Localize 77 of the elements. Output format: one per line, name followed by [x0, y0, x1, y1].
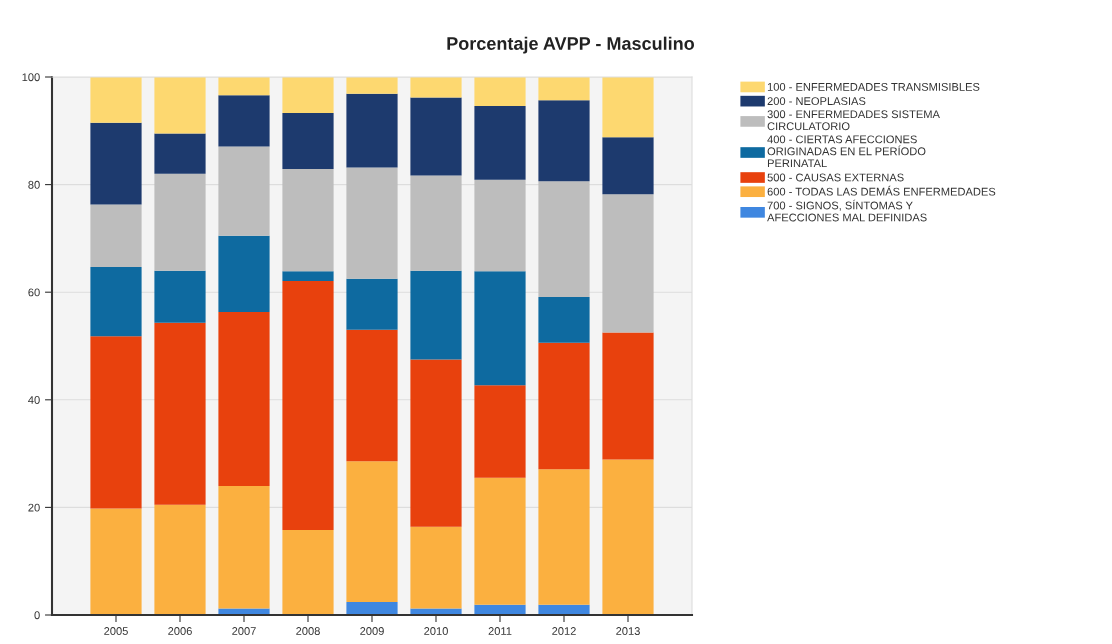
- bar: [410, 359, 462, 527]
- bar: [602, 332, 654, 460]
- bar: [282, 113, 334, 169]
- bar: [474, 106, 526, 180]
- x-tick-label: 2010: [424, 627, 448, 635]
- bar: [346, 278, 398, 330]
- bar: [602, 77, 654, 138]
- bar: [218, 146, 270, 236]
- legend-label: 400 - CIERTAS AFECCIONES ORIGINADAS EN EL PERÍODO PERINATAL: [767, 135, 926, 168]
- x-tick-label: 2008: [296, 627, 320, 635]
- bar: [410, 526, 462, 609]
- bar: [90, 77, 142, 123]
- bar: [474, 77, 526, 107]
- bar: [218, 485, 270, 609]
- bar: [538, 77, 590, 101]
- bar: [154, 77, 206, 134]
- bar: [410, 175, 462, 271]
- bar: [410, 270, 462, 360]
- bar: [538, 100, 590, 182]
- x-tick-label: 2005: [104, 627, 128, 635]
- bar: [346, 167, 398, 279]
- bar: [218, 235, 270, 313]
- legend-label: 300 - ENFERMEDADES SISTEMA CIRCULATORIO: [767, 110, 940, 131]
- y-tick-label: 80: [28, 180, 40, 189]
- bar: [90, 508, 142, 615]
- legend-label: 700 - SIGNOS, SÍNTOMAS Y AFECCIONES MAL DEFINIDAS: [767, 199, 927, 222]
- legend-label: 500 - CAUSAS EXTERNAS: [767, 173, 904, 182]
- x-tick-label: 2011: [488, 627, 512, 635]
- bar: [538, 297, 590, 343]
- bar: [410, 97, 462, 176]
- bar: [602, 194, 654, 333]
- x-tick-label: 2006: [168, 627, 192, 635]
- bar: [474, 385, 526, 478]
- bar: [346, 77, 398, 94]
- bar: [538, 342, 590, 470]
- bar: [346, 602, 398, 615]
- chart-title: Porcentaje AVPP - Masculino: [447, 36, 695, 54]
- legend-label: 100 - ENFERMEDADES TRANSMISIBLES: [767, 82, 980, 91]
- bar: [538, 181, 590, 298]
- bar: [282, 530, 334, 615]
- bar: [282, 280, 334, 530]
- bar: [538, 469, 590, 605]
- bar: [474, 179, 526, 272]
- x-tick-label: 2009: [360, 627, 384, 635]
- bar: [282, 77, 334, 114]
- bar: [218, 77, 270, 96]
- bar: [90, 122, 142, 205]
- bar: [346, 461, 398, 603]
- bar: [154, 270, 206, 323]
- bar: [474, 477, 526, 605]
- bar: [602, 137, 654, 195]
- bar: [346, 93, 398, 168]
- bar: [282, 169, 334, 272]
- y-tick-label: 40: [28, 396, 40, 404]
- bar: [218, 312, 270, 486]
- bar: [90, 204, 142, 267]
- bar: [410, 77, 462, 98]
- legend-label: 600 - TODAS LAS DEMÁS ENFERMEDADES: [767, 185, 996, 196]
- y-tick-label: 100: [22, 73, 40, 82]
- y-tick-label: 60: [28, 288, 40, 297]
- bar: [90, 266, 142, 337]
- y-tick-label: 20: [28, 503, 40, 512]
- bar: [154, 504, 206, 615]
- x-tick-label: 2012: [552, 627, 576, 635]
- bar: [154, 173, 206, 271]
- x-tick-label: 2007: [232, 627, 256, 635]
- bar: [154, 133, 206, 174]
- bar: [346, 329, 398, 462]
- bar: [218, 95, 270, 147]
- y-tick-label: 0: [34, 611, 40, 620]
- bar: [90, 336, 142, 509]
- x-tick-label: 2013: [616, 627, 640, 635]
- legend-label: 200 - NEOPLASIAS: [767, 97, 866, 106]
- bar: [602, 459, 654, 615]
- bar: [154, 322, 206, 505]
- bar: [474, 271, 526, 386]
- bar: [282, 271, 334, 281]
